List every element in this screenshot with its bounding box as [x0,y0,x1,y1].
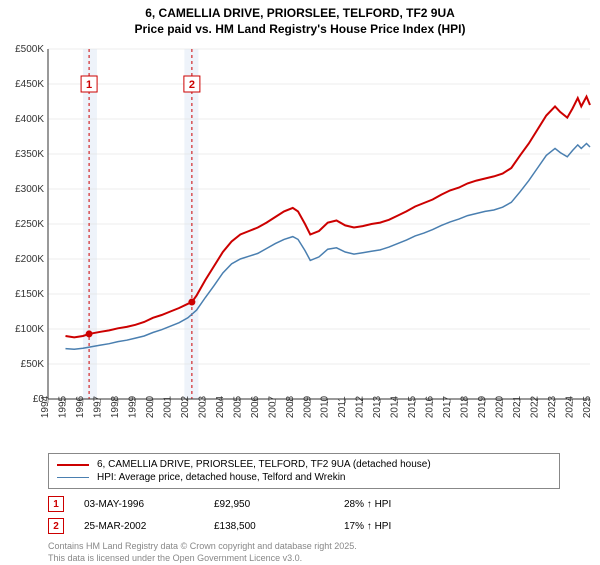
footer-note: Contains HM Land Registry data © Crown c… [48,541,560,564]
sale-hpi: 28% ↑ HPI [344,499,444,510]
svg-text:£350K: £350K [15,149,44,160]
legend-label: HPI: Average price, detached house, Telf… [97,472,346,483]
title-line-2: Price paid vs. HM Land Registry's House … [0,22,600,38]
legend: 6, CAMELLIA DRIVE, PRIORSLEE, TELFORD, T… [48,453,560,489]
title-line-1: 6, CAMELLIA DRIVE, PRIORSLEE, TELFORD, T… [0,6,600,22]
sale-marker-box: 1 [48,496,64,512]
svg-text:£450K: £450K [15,79,44,90]
legend-swatch [57,464,89,466]
sale-price: £92,950 [214,499,324,510]
legend-label: 6, CAMELLIA DRIVE, PRIORSLEE, TELFORD, T… [97,459,431,470]
legend-item: 6, CAMELLIA DRIVE, PRIORSLEE, TELFORD, T… [57,458,551,471]
svg-text:£400K: £400K [15,114,44,125]
sale-date: 03-MAY-1996 [84,499,194,510]
svg-text:£200K: £200K [15,254,44,265]
sale-date: 25-MAR-2002 [84,521,194,532]
footer-line-1: Contains HM Land Registry data © Crown c… [48,541,560,553]
svg-text:£250K: £250K [15,219,44,230]
line-chart: £0£50K£100K£150K£200K£250K£300K£350K£400… [0,39,600,449]
svg-text:£500K: £500K [15,44,44,55]
svg-text:£150K: £150K [15,289,44,300]
svg-text:1: 1 [86,79,92,91]
svg-text:£100K: £100K [15,324,44,335]
svg-text:£300K: £300K [15,184,44,195]
svg-text:2: 2 [189,79,195,91]
svg-text:£50K: £50K [21,359,45,370]
footer-line-2: This data is licensed under the Open Gov… [48,553,560,565]
sale-marker-box: 2 [48,518,64,534]
sales-table: 1 03-MAY-1996 £92,950 28% ↑ HPI 2 25-MAR-2002… [48,493,560,537]
chart-title: 6, CAMELLIA DRIVE, PRIORSLEE, TELFORD, T… [0,0,600,39]
sale-hpi: 17% ↑ HPI [344,521,444,532]
legend-item: HPI: Average price, detached house, Telf… [57,471,551,484]
sale-row: 1 03-MAY-1996 £92,950 28% ↑ HPI [48,493,560,515]
sale-price: £138,500 [214,521,324,532]
sale-row: 2 25-MAR-2002 £138,500 17% ↑ HPI [48,515,560,537]
legend-swatch [57,477,89,479]
